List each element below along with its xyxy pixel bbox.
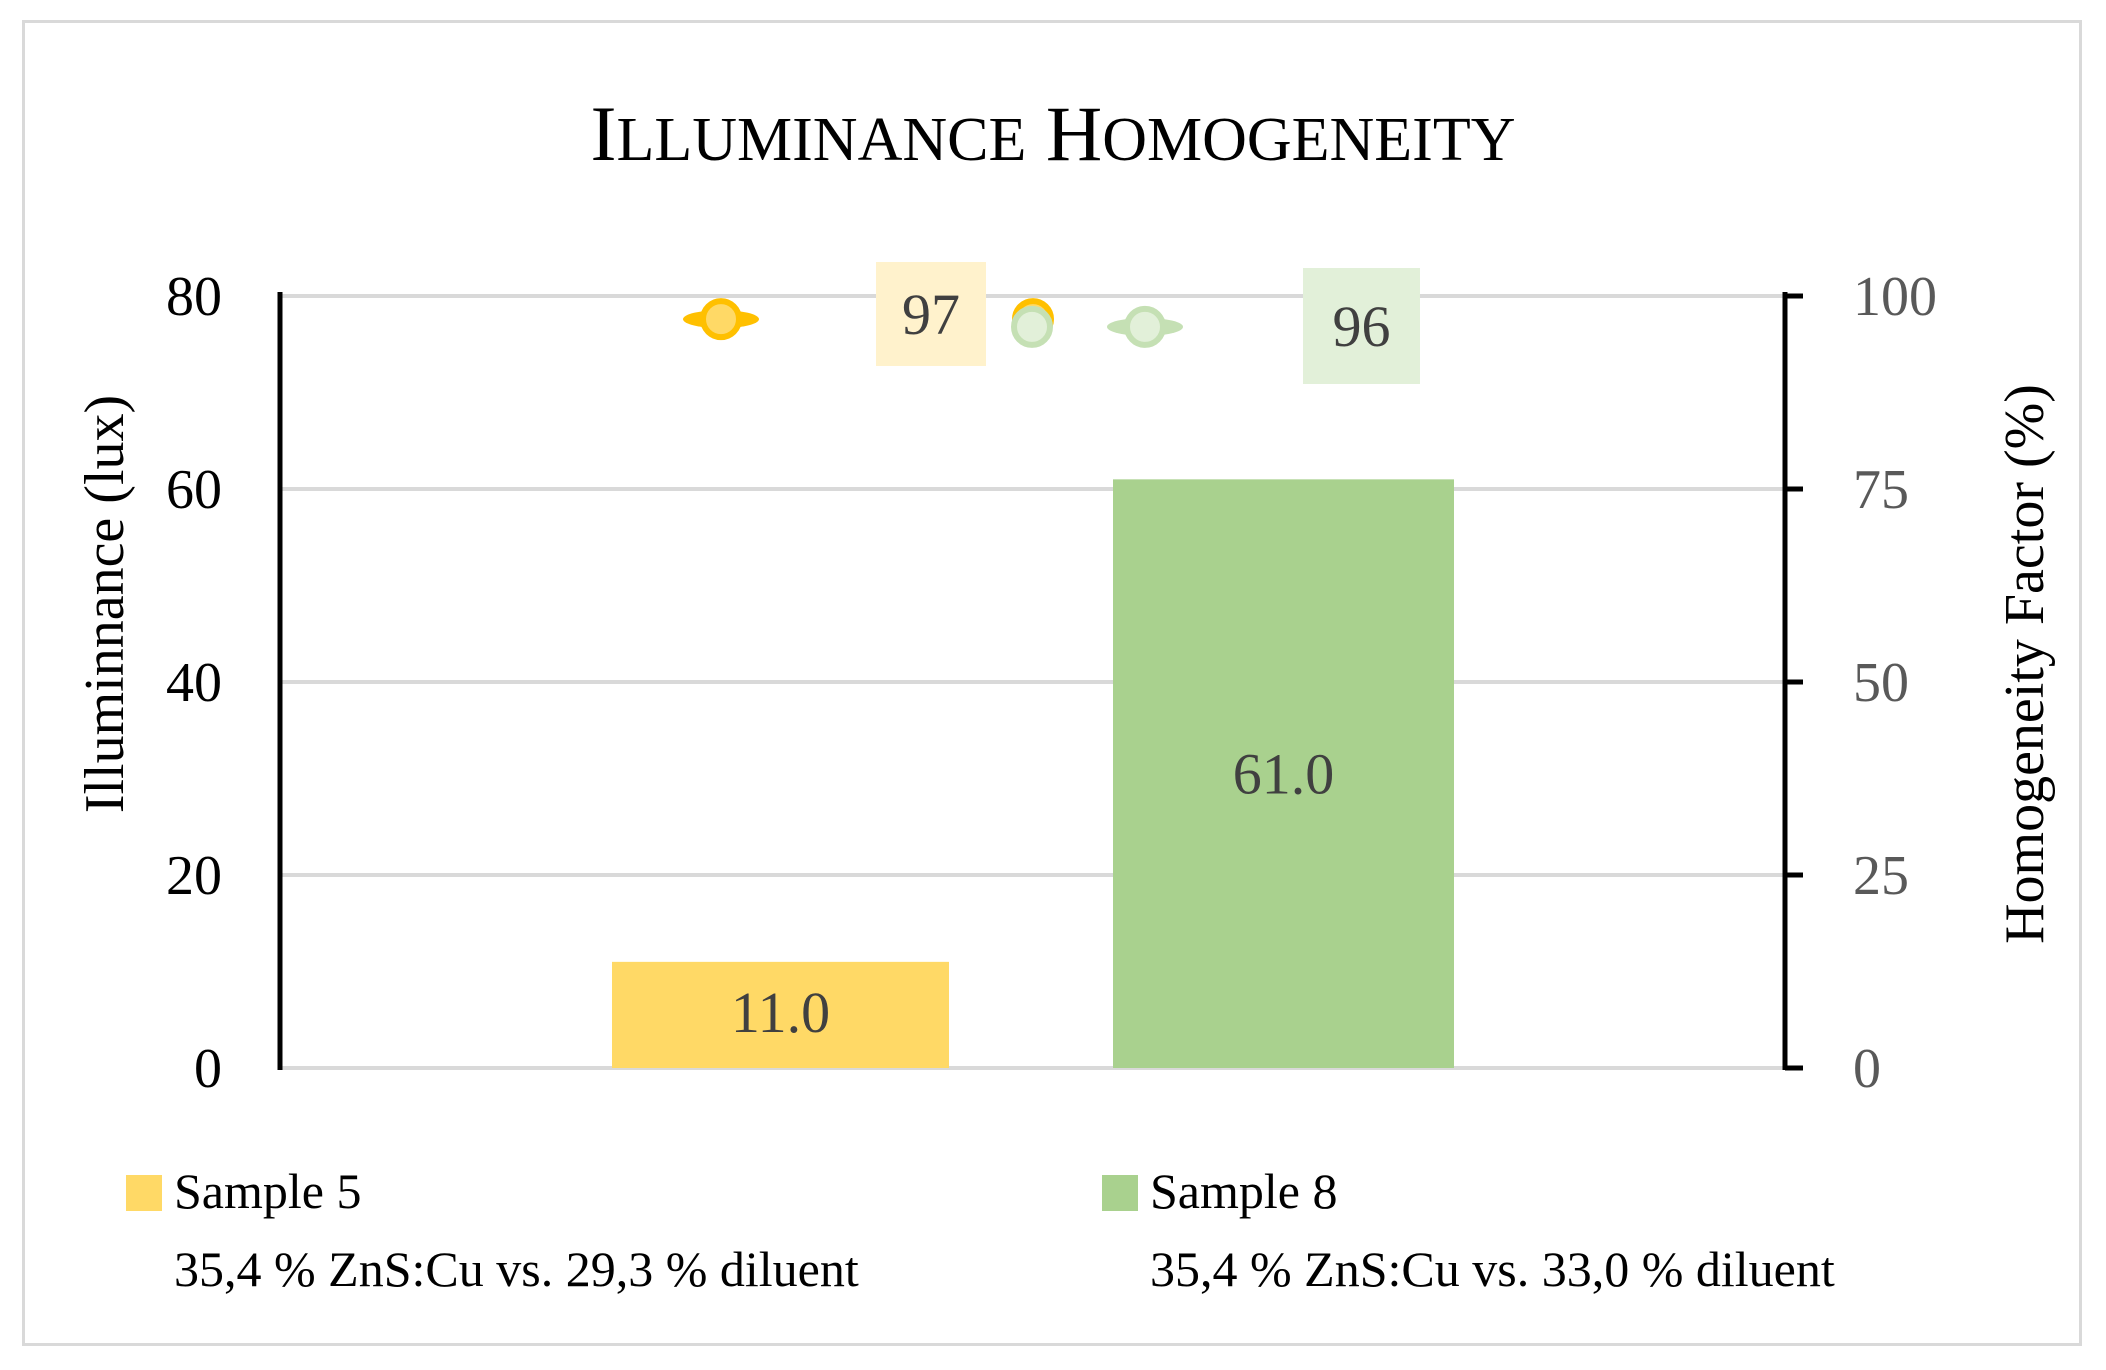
homogeneity-marker: [1124, 305, 1166, 348]
marker-label-box: [1303, 268, 1420, 384]
y2-tick-label: 0: [1853, 1038, 1881, 1100]
homogeneity-data-label: 96: [1333, 294, 1391, 359]
y-tick-label: 0: [194, 1038, 222, 1100]
homogeneity-data-label: 97: [902, 282, 960, 347]
y2-tick-label: 50: [1853, 652, 1909, 714]
y2-tick-label: 100: [1853, 266, 1937, 328]
bar-data-label: 61.0: [1233, 742, 1335, 807]
legend-description: 35,4 % ZnS:Cu vs. 33,0 % diluent: [1150, 1241, 1835, 1297]
y2-tick-label: 25: [1853, 845, 1909, 907]
legend-swatch: [126, 1175, 162, 1211]
y-axis-title: Illuminnance (lux): [74, 395, 136, 813]
y-tick-label: 20: [166, 845, 222, 907]
legend-swatch: [1102, 1175, 1138, 1211]
y-tick-label: 80: [166, 266, 222, 328]
y2-tick-label: 75: [1853, 459, 1909, 521]
marker-label-box: [876, 262, 986, 366]
y2-axis-title: Homogeneity Factor (%): [1994, 384, 2056, 944]
homogeneity-marker: [700, 298, 742, 341]
bars: 11.0 61.0: [612, 479, 1454, 1069]
y-tick-label: 40: [166, 652, 222, 714]
homogeneity-markers: 97 96: [683, 262, 1420, 384]
legend-label: Sample 8: [1150, 1163, 1338, 1219]
homogeneity-marker: [1011, 305, 1053, 348]
bar-sample-8: [1113, 479, 1454, 1069]
bar-sample-5: [612, 961, 949, 1068]
y-tick-label: 60: [166, 459, 222, 521]
axes: 0 20 40 60 80 0 25 50 75 100: [166, 266, 1937, 1100]
legend-description: 35,4 % ZnS:Cu vs. 29,3 % diluent: [174, 1241, 859, 1297]
bar-data-label: 11.0: [731, 980, 830, 1045]
legend-label: Sample 5: [174, 1163, 362, 1219]
gridlines: [280, 294, 1785, 1070]
chart-title: ILLUMINANCE HOMOGENEITY: [591, 90, 1516, 177]
